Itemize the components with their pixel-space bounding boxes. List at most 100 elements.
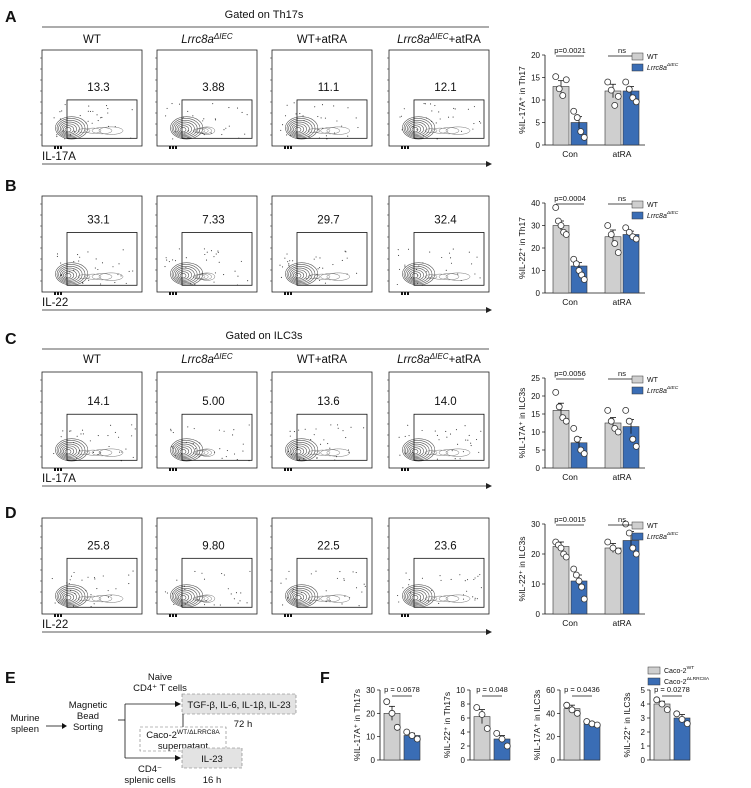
event-dot	[166, 259, 168, 261]
event-dot	[317, 116, 319, 118]
event-dot	[77, 254, 79, 256]
event-dot	[225, 127, 227, 129]
event-dot	[60, 262, 62, 264]
event-dot	[73, 130, 76, 132]
supernatant-label: supernatant	[158, 741, 209, 752]
event-dot	[319, 257, 321, 259]
contour-line	[179, 127, 187, 133]
event-dot	[249, 570, 251, 572]
panel-label-a: A	[5, 9, 17, 26]
event-dot	[134, 428, 136, 430]
x-tick-label: Con	[562, 618, 578, 628]
event-dot	[310, 573, 312, 575]
flow-plot-frame	[271, 195, 373, 293]
contour-tail	[424, 274, 438, 279]
event-dot	[88, 279, 90, 281]
event-dot	[426, 271, 428, 273]
event-dot	[117, 436, 120, 438]
event-dot	[344, 595, 346, 597]
col-header-ko: Lrrc8aΔIEC	[181, 352, 233, 366]
significance-label: ns	[618, 515, 626, 524]
x-tick	[57, 146, 59, 149]
x-tick	[60, 146, 62, 149]
significance-label: ns	[618, 46, 626, 55]
event-dot	[464, 425, 466, 427]
event-dot	[79, 115, 81, 117]
event-dot	[87, 110, 89, 112]
contour-line	[171, 118, 201, 139]
event-dot	[405, 572, 407, 574]
event-dot	[108, 445, 110, 448]
event-dot	[185, 257, 187, 259]
y-tick-label: 20	[531, 51, 540, 60]
event-dot	[121, 451, 123, 453]
contour-tail	[77, 596, 91, 601]
event-dot	[172, 138, 174, 140]
event-dot	[131, 424, 133, 426]
event-dot	[474, 599, 476, 601]
event-dot	[244, 133, 246, 135]
flow-plot-frame	[156, 195, 258, 293]
data-point	[562, 76, 570, 84]
contour-line	[288, 441, 313, 459]
gate-box	[66, 413, 138, 461]
event-dot	[457, 443, 459, 445]
data-point	[562, 231, 570, 238]
y-tick-label: 6	[461, 714, 466, 723]
event-dot	[165, 257, 167, 259]
event-dot	[452, 116, 454, 118]
y-tick-label: 20	[546, 733, 555, 742]
x-tick	[172, 292, 174, 295]
event-dot	[85, 590, 87, 592]
event-dot	[407, 424, 409, 426]
event-dot	[190, 282, 192, 284]
y-tick-label: 30	[531, 520, 540, 529]
event-dot	[171, 446, 173, 448]
legend-label-caco-ko-sup: ΔLRRC8A	[687, 676, 710, 682]
gate-box	[296, 413, 368, 461]
contour-line	[289, 121, 310, 136]
event-dot	[172, 593, 174, 595]
cd4neg-label: CD4⁻	[138, 764, 162, 775]
event-dot	[479, 277, 481, 279]
event-dot	[73, 261, 75, 263]
contour-line	[411, 273, 419, 279]
contour-tail	[314, 273, 331, 280]
event-dot	[192, 115, 194, 117]
event-dot	[73, 571, 75, 574]
event-dot	[415, 268, 418, 270]
event-dot	[418, 265, 420, 267]
x-tick	[290, 468, 292, 471]
contour-line	[291, 591, 307, 603]
event-dot	[198, 456, 200, 458]
contour-line	[174, 443, 195, 458]
event-dot	[468, 251, 470, 253]
contour-tail	[424, 450, 438, 455]
y-tick-label: 5	[641, 686, 646, 695]
chart-c: 0 5 10 15 20 25 %IL-17A⁺ in ILC3s Con p=0.0056 at…	[517, 369, 679, 482]
y-tick-label: 4	[641, 700, 646, 709]
event-dot	[201, 272, 203, 274]
x-tick	[290, 292, 292, 295]
arrow-head	[62, 723, 67, 729]
data-point	[609, 544, 617, 552]
contour-line	[178, 447, 190, 456]
significance-label: p = 0.0436	[564, 685, 600, 694]
data-point	[658, 700, 666, 708]
x-tick	[401, 292, 403, 295]
event-dot	[438, 602, 440, 605]
event-dot	[96, 114, 98, 116]
contour-line	[58, 119, 83, 137]
contour-line	[179, 273, 187, 279]
col-header-ko-base: Lrrc8a	[181, 354, 214, 366]
data-point	[632, 235, 640, 243]
data-point	[503, 742, 511, 750]
y-tick-label: 4	[461, 728, 466, 737]
data-point	[563, 701, 571, 709]
x-tick	[175, 614, 177, 617]
data-point	[632, 550, 640, 558]
event-dot	[445, 430, 447, 433]
x-tick	[290, 614, 292, 617]
event-dot	[341, 603, 343, 605]
event-dot	[56, 136, 58, 138]
